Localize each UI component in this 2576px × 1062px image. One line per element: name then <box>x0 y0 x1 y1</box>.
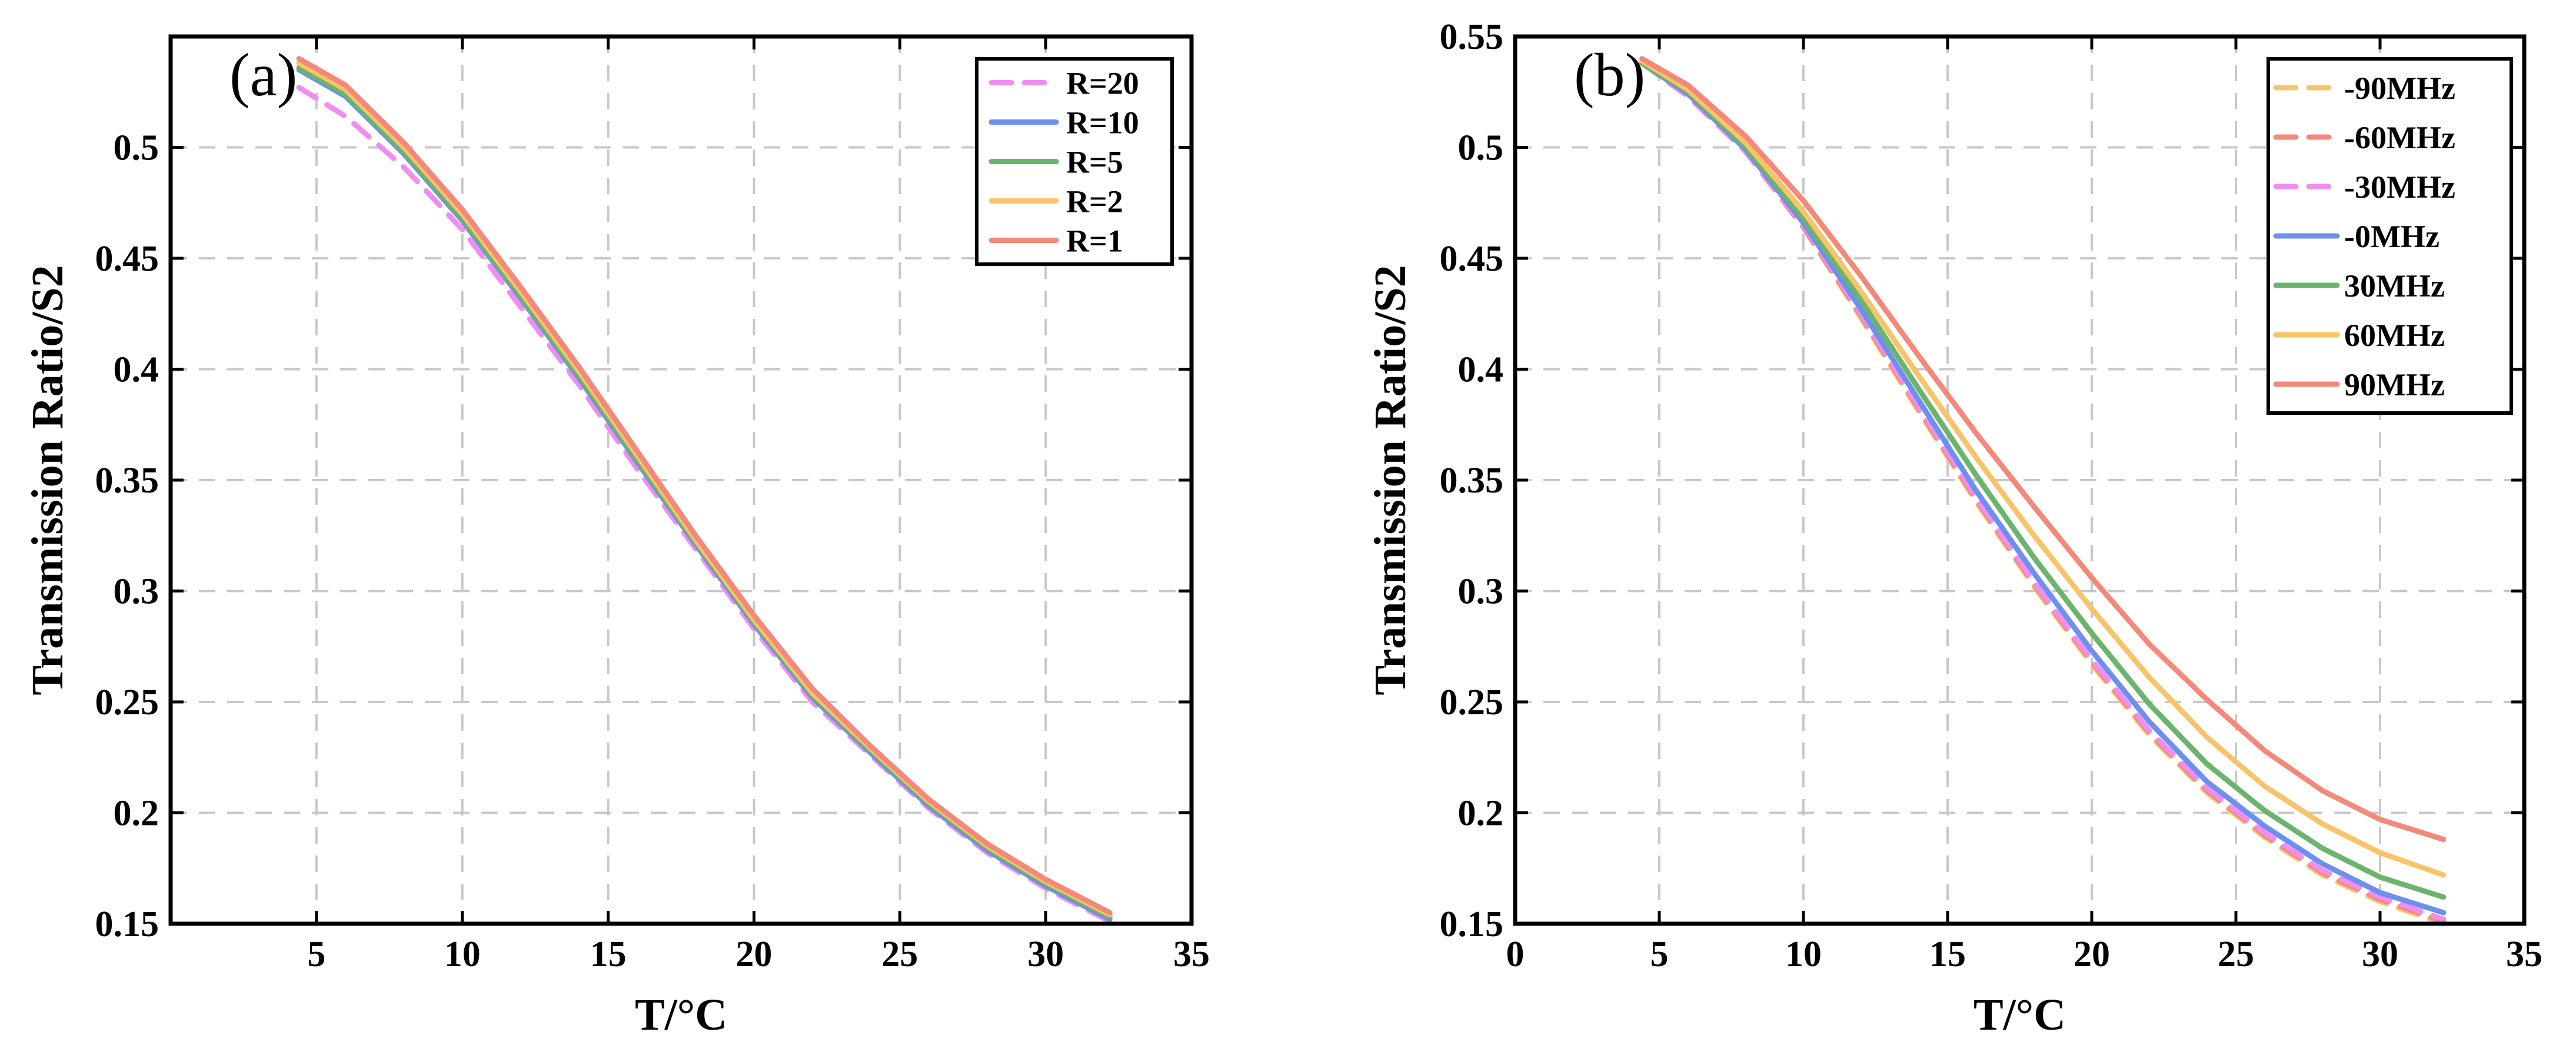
y-tick-label: 0.55 <box>1440 17 1504 57</box>
legend: R=20 R=10 R=5 R=2 R=1 <box>975 57 1174 266</box>
x-tick-label: 10 <box>444 934 481 974</box>
x-tick-label: 35 <box>2506 934 2542 974</box>
panel-label: (a) <box>229 41 297 109</box>
panel-a: 5 10 15 20 25 30 35 0.15 0.2 0.25 0.3 0.35 0.4 0.45 0.… <box>23 34 1210 1040</box>
legend-label: R=10 <box>1066 105 1139 141</box>
panel-b: 0 5 10 15 20 25 30 35 0.15 0.2 0.25 0.3 0.35 0.4 0.45 0… <box>1366 17 2542 1040</box>
x-tick-label: 35 <box>1173 934 1210 974</box>
x-tick-label: 25 <box>2218 934 2254 974</box>
panel-label: (b) <box>1574 41 1645 109</box>
x-tick-label: 25 <box>881 934 918 974</box>
series-line-r1 <box>296 56 1113 915</box>
x-tick-label: 10 <box>1785 934 1822 974</box>
series-line-60mhz <box>1639 58 2447 878</box>
y-tick-label: 0.35 <box>95 461 159 501</box>
legend-label: 60MHz <box>2344 318 2445 353</box>
legend-label: 90MHz <box>2344 367 2445 402</box>
x-tick-label: 20 <box>2074 934 2110 974</box>
y-tick-label: 0.15 <box>1440 904 1504 944</box>
y-tick-label: 0.25 <box>1440 683 1504 723</box>
y-tick-label: 0.25 <box>95 683 159 723</box>
y-tick-label: 0.15 <box>95 904 159 944</box>
y-tick-label: 0.45 <box>95 239 159 279</box>
legend-label: R=20 <box>1066 66 1139 101</box>
y-tick-label: 0.5 <box>114 128 159 168</box>
x-tick-label: 15 <box>1929 934 1966 974</box>
y-tick-label: 0.4 <box>1458 350 1504 390</box>
x-tick-label: 30 <box>2362 934 2398 974</box>
legend-label: 30MHz <box>2344 268 2445 304</box>
y-tick-label: 0.45 <box>1440 239 1504 279</box>
y-tick-label: 0.4 <box>114 350 159 390</box>
x-tick-label: 15 <box>590 934 627 974</box>
x-axis-label: T/°C <box>635 990 727 1040</box>
x-tick-label: 5 <box>1650 934 1669 974</box>
legend-box <box>2267 57 2513 415</box>
y-tick-label: 0.5 <box>1458 128 1504 168</box>
legend-label: -30MHz <box>2344 169 2455 205</box>
legend: -90MHz -60MHz -30MHz -0MHz 30MHz 60MHz 90MHz <box>2267 57 2513 415</box>
legend-label: -0MHz <box>2344 219 2439 254</box>
y-axis-label: Transmission Ratio/S2 <box>1366 265 1415 695</box>
x-axis-label: T/°C <box>1973 990 2066 1040</box>
y-tick-label: 0.3 <box>1458 572 1504 612</box>
legend-label: R=2 <box>1066 184 1123 219</box>
x-tick-label: 0 <box>1506 934 1525 974</box>
x-tick-label: 20 <box>735 934 772 974</box>
x-tick-label: 5 <box>307 934 325 974</box>
legend-label: -90MHz <box>2344 71 2455 106</box>
series-line-30mhz <box>1639 60 2447 900</box>
y-axis-label: Transmission Ratio/S2 <box>23 265 72 695</box>
y-tick-label: 0.2 <box>1458 794 1504 834</box>
series-line-90mhz <box>1639 56 2447 843</box>
y-tick-label: 0.35 <box>1440 461 1504 501</box>
y-tick-label: 0.2 <box>114 794 159 834</box>
y-tick-label: 0.3 <box>114 572 159 612</box>
legend-label: R=5 <box>1066 145 1123 180</box>
legend-label: -60MHz <box>2344 120 2455 155</box>
x-tick-label: 30 <box>1027 934 1064 974</box>
legend-label: R=1 <box>1066 224 1123 259</box>
